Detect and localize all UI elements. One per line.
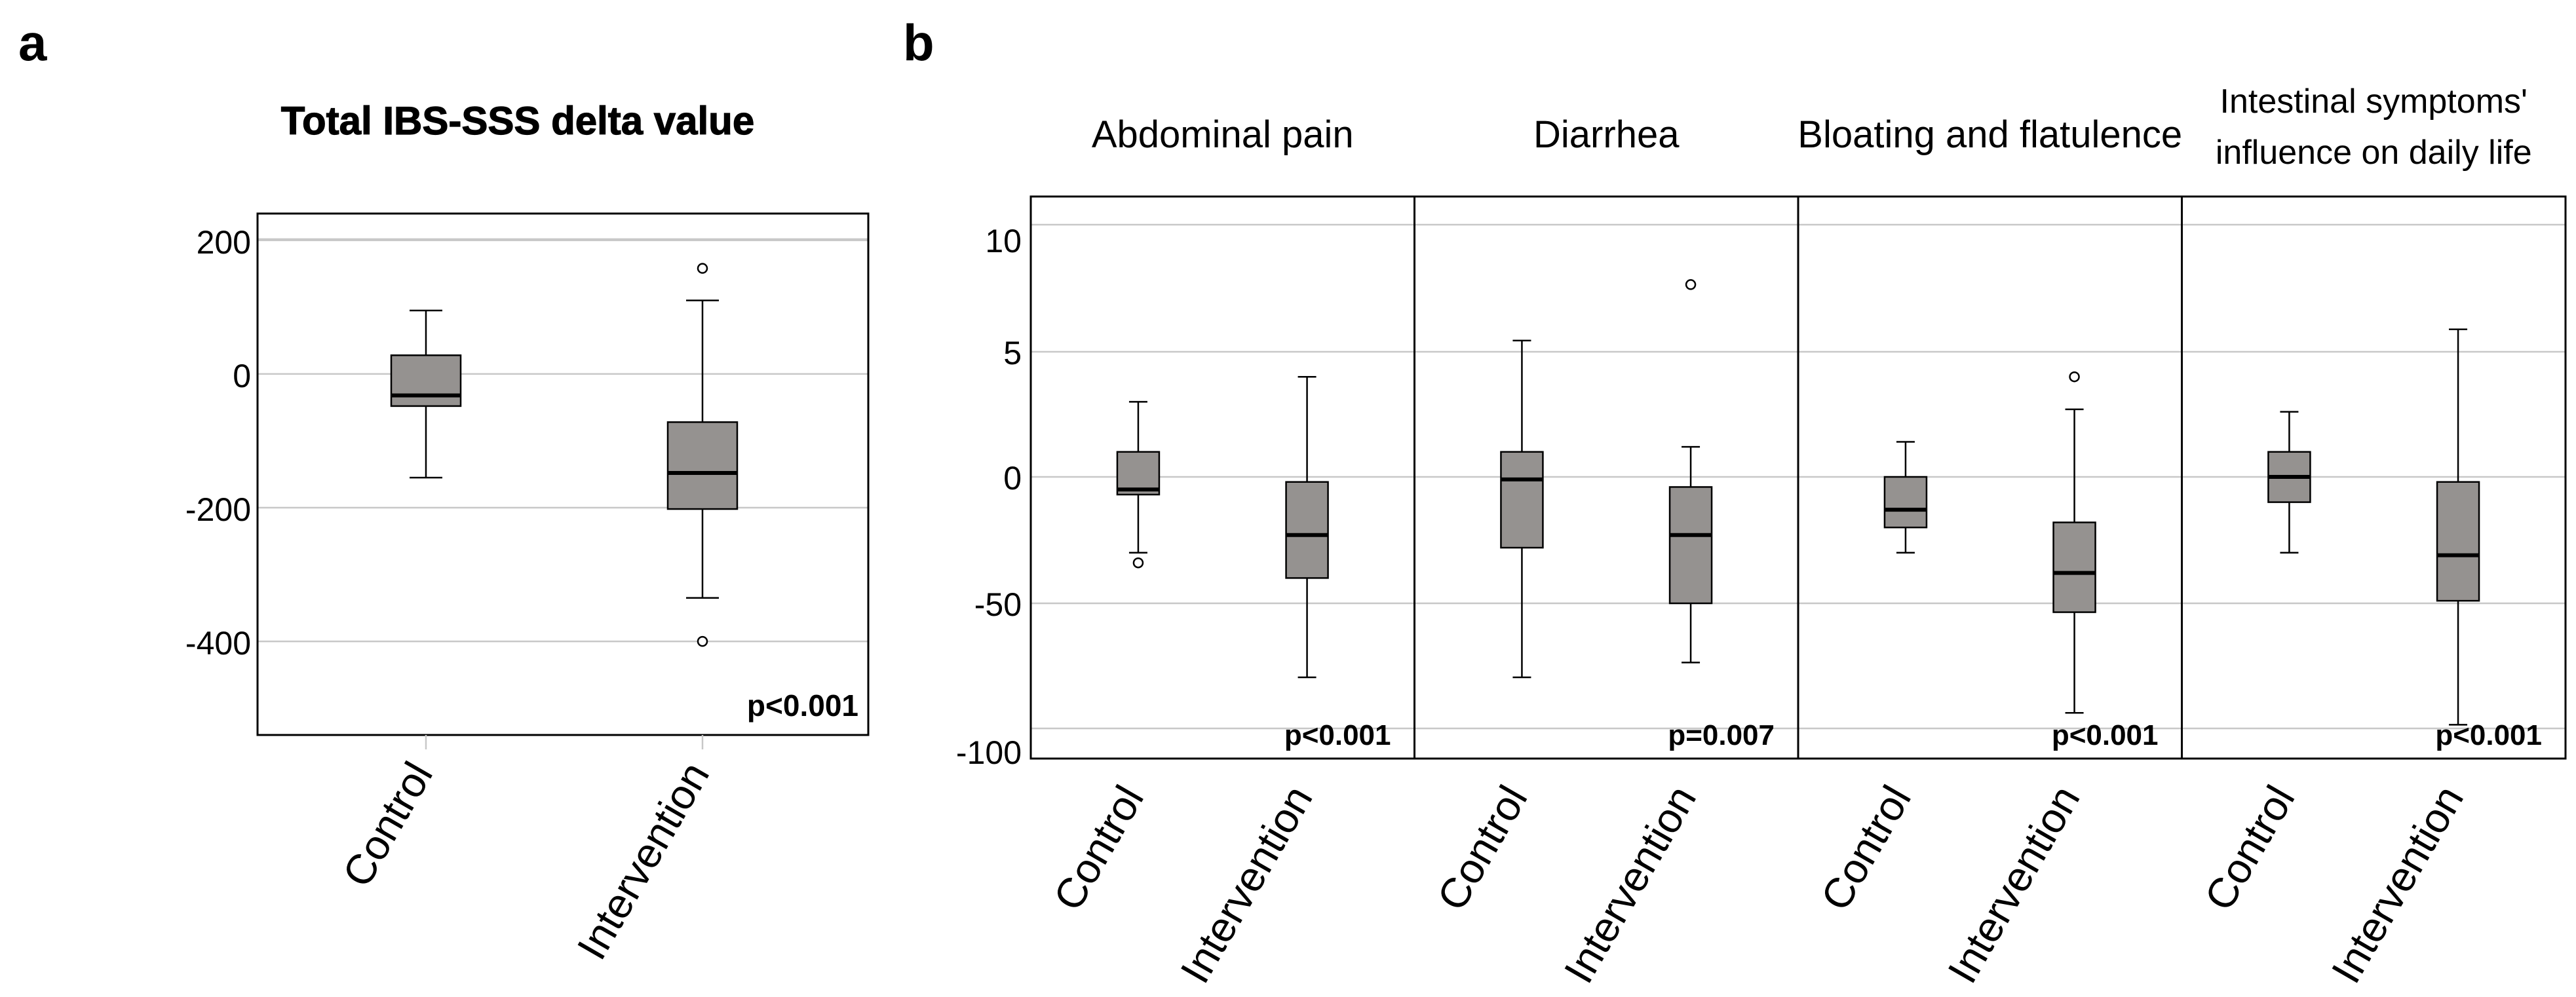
subplot-title-line: Intestinal symptoms' — [2220, 83, 2528, 121]
subplot-title: Diarrhea — [1533, 113, 1680, 156]
y-tick-label: 5 — [1003, 335, 1022, 371]
outlier-point — [1685, 279, 1697, 290]
box-1 — [2052, 371, 2096, 714]
chart-a: Total IBS-SSS delta value 200 0 -200 -400 Con… — [185, 98, 870, 968]
outlier-point — [2069, 371, 2080, 383]
y-tick-label: -100 — [956, 734, 1022, 771]
chart-a-title: Total IBS-SSS delta value — [281, 99, 754, 143]
y-tick-label: 10 — [985, 223, 1022, 259]
x-tick-label: Intervention — [1938, 778, 2089, 991]
x-tick-label: Control — [1428, 778, 1537, 918]
box-0 — [1500, 339, 1544, 679]
box-1 — [1668, 279, 1713, 664]
box-iqr — [1285, 481, 1329, 579]
x-tick-label: Intervention — [568, 754, 719, 968]
panel-label-a: a — [18, 14, 47, 71]
plot-frame-a — [256, 212, 870, 736]
y-tick-label: 0 — [233, 358, 251, 394]
y-tick-label: -400 — [185, 625, 251, 662]
box-iqr — [1500, 451, 1544, 549]
outlier-point — [1132, 557, 1144, 569]
box-iqr — [1883, 476, 1928, 529]
subplot-4: Intestinal symptoms' influence on daily l… — [2195, 83, 2542, 991]
y-tick-label: 0 — [1003, 460, 1022, 497]
box-iqr — [666, 421, 739, 510]
box-iqr — [2436, 481, 2480, 602]
p-value: p<0.001 — [1284, 719, 1391, 751]
x-tick-label: Control — [2195, 778, 2304, 918]
subplot-3: Bloating and flatulence Control Interventi… — [1797, 113, 2182, 991]
x-tick-label: Control — [1045, 778, 1153, 918]
p-value: p=0.007 — [1668, 719, 1775, 751]
subplot-2: Diarrhea Control Intervention p=0.007 — [1428, 113, 1775, 991]
box-1 — [2436, 328, 2480, 726]
box-iqr — [1116, 451, 1161, 496]
y-tick-label: -200 — [185, 491, 251, 528]
p-value: p<0.001 — [2435, 719, 2542, 751]
y-tick-label: 200 — [197, 224, 251, 261]
box-iqr — [1668, 486, 1713, 605]
y-tick-label: -50 — [974, 586, 1022, 623]
x-tick-label: Control — [334, 754, 442, 895]
subplot-title: Bloating and flatulence — [1797, 113, 2182, 156]
box-0 — [390, 309, 462, 479]
panel-label-b: b — [903, 14, 934, 71]
outlier-point — [697, 635, 708, 647]
outlier-point — [697, 263, 708, 274]
p-value: p<0.001 — [747, 688, 858, 723]
box-0 — [2267, 411, 2311, 554]
x-tick-label: Control — [1812, 778, 1921, 918]
x-tick-label: Intervention — [2322, 778, 2473, 991]
x-tick-label: Intervention — [1555, 778, 1706, 991]
box-1 — [666, 263, 739, 647]
p-value: p<0.001 — [2052, 719, 2159, 751]
box-iqr — [2052, 521, 2096, 613]
box-0 — [1883, 441, 1928, 554]
box-1 — [1285, 375, 1329, 679]
box-0 — [1116, 401, 1161, 569]
subplot-1: Abdominal pain Control Intervention p<0.001 — [1045, 113, 1391, 991]
subplot-title-line: influence on daily life — [2216, 134, 2532, 172]
box-iqr — [390, 354, 462, 407]
subplot-title: Abdominal pain — [1092, 113, 1354, 156]
x-tick-label: Intervention — [1171, 778, 1322, 991]
